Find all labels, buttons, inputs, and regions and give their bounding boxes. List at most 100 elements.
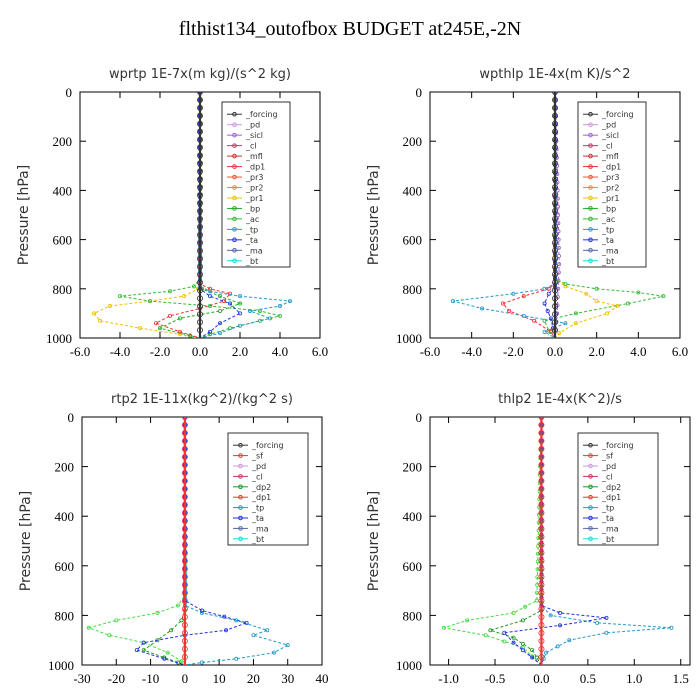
- series-line-ac: [543, 92, 664, 338]
- series-marker: [247, 308, 252, 313]
- series-marker: [234, 656, 239, 661]
- series-marker: [538, 637, 545, 644]
- series-marker: [287, 299, 292, 304]
- series-marker: [157, 326, 162, 331]
- x-tick-label: -4.0: [461, 344, 482, 359]
- x-tick-label: 10: [213, 671, 226, 686]
- series-marker: [551, 200, 558, 207]
- legend-marker: [232, 111, 237, 117]
- series-marker: [545, 308, 550, 313]
- series-marker: [181, 637, 188, 644]
- series-line-tp: [199, 92, 292, 338]
- series-marker: [551, 168, 558, 175]
- series-group: [86, 417, 290, 665]
- series-marker: [511, 640, 516, 645]
- series-marker: [538, 525, 545, 532]
- series-line-dp1: [443, 417, 542, 665]
- legend-label: _dp1: [251, 493, 271, 502]
- series-marker: [538, 470, 545, 477]
- series-line-dp1: [502, 92, 556, 338]
- legend-marker: [238, 474, 243, 479]
- series-marker: [538, 589, 545, 596]
- legend-label: _cl: [245, 142, 257, 151]
- panel-thlp2: thlp2 1E-4x(K^2)/s Pressure [hPa] 0 200 400 6…: [366, 392, 691, 686]
- series-marker: [217, 308, 222, 313]
- series-marker: [181, 417, 188, 420]
- y-tick-label: 200: [55, 460, 75, 475]
- x-tick-label: 30: [281, 671, 294, 686]
- series-marker: [538, 597, 545, 604]
- series-line-tp: [184, 417, 290, 665]
- series-marker: [162, 656, 167, 661]
- legend-marker: [588, 515, 593, 521]
- series-marker: [555, 204, 560, 209]
- series-marker: [546, 286, 551, 291]
- y-tick-label: 600: [403, 233, 423, 248]
- series-marker: [556, 229, 561, 234]
- legend-marker: [232, 153, 237, 159]
- series-marker: [181, 470, 188, 477]
- series-marker: [155, 610, 160, 615]
- legend-label: _pr1: [245, 194, 263, 203]
- series-marker: [181, 510, 188, 517]
- series-marker: [207, 294, 212, 299]
- legend-label: _pd: [251, 462, 266, 471]
- series-marker: [551, 136, 558, 143]
- series-marker: [480, 306, 485, 311]
- series-marker: [217, 321, 222, 326]
- series-marker: [153, 321, 158, 326]
- series-marker: [551, 271, 558, 278]
- series-marker: [521, 294, 526, 299]
- series-marker: [555, 644, 560, 649]
- legend-label: _bp: [245, 204, 260, 213]
- series-line-pr1: [93, 92, 201, 338]
- y-tick-label: 400: [53, 183, 73, 198]
- series-marker: [181, 589, 188, 596]
- series-marker: [557, 331, 562, 336]
- legend-label: _pr3: [601, 173, 619, 182]
- panel-wpthlp: wpthlp 1E-4x(m K)/s^2 Pressure [hPa] 0 200 4…: [366, 67, 688, 359]
- legend-label: _ma: [245, 246, 263, 255]
- series-marker: [177, 329, 182, 334]
- series-marker: [207, 304, 212, 309]
- series-marker: [196, 104, 203, 111]
- legend-label: _dp1: [601, 163, 621, 172]
- series-marker: [551, 120, 558, 127]
- series-marker: [661, 294, 666, 299]
- y-axis-label: Pressure [hPa]: [366, 491, 382, 591]
- series-marker: [114, 618, 119, 623]
- legend-label: _bp: [601, 204, 616, 213]
- legend-marker: [232, 185, 237, 190]
- legend-label: _bt: [601, 257, 614, 266]
- series-line-dp2: [488, 417, 542, 665]
- series-line-pr1: [554, 92, 619, 338]
- legend-marker: [232, 248, 237, 253]
- series-marker: [196, 247, 203, 254]
- series-marker: [594, 299, 599, 304]
- x-tick-label: 2.0: [589, 344, 605, 359]
- legend-marker: [232, 143, 237, 148]
- series-marker: [196, 271, 203, 278]
- x-tick-label: 1.5: [673, 671, 689, 686]
- legend-marker: [588, 111, 593, 117]
- y-tick-label: 800: [403, 282, 423, 297]
- series-marker: [175, 603, 180, 608]
- legend-marker: [588, 143, 593, 148]
- series-marker: [551, 128, 558, 135]
- series-marker: [181, 645, 188, 652]
- series-marker: [271, 650, 276, 655]
- x-tick-label: -2.0: [150, 344, 171, 359]
- series-marker: [594, 286, 599, 291]
- legend-marker: [588, 206, 593, 211]
- series-marker: [181, 597, 188, 604]
- series-marker: [107, 633, 112, 638]
- series-marker: [196, 215, 203, 222]
- series-marker: [535, 559, 540, 564]
- series-marker: [511, 635, 516, 640]
- series-marker: [118, 294, 123, 299]
- series-marker: [196, 200, 203, 207]
- series-marker: [92, 311, 97, 316]
- series-marker: [563, 321, 568, 326]
- x-tick-label: 4.0: [630, 344, 646, 359]
- series-marker: [207, 289, 212, 294]
